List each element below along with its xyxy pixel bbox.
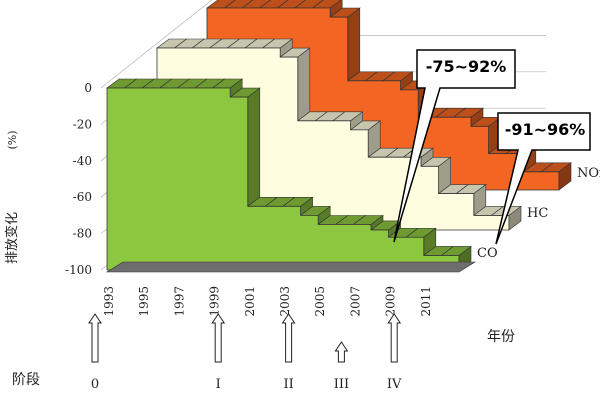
y-tick-label: -40 — [73, 154, 92, 168]
stage-arrow — [88, 313, 102, 363]
callouts: -75~92% -91~96% — [393, 49, 591, 245]
x-tick-label: 2009 — [384, 286, 398, 317]
stage-arrow — [281, 313, 296, 363]
stage-arrow — [387, 313, 402, 363]
x-tick-label: 2005 — [313, 286, 327, 317]
ribbon-end-cap — [558, 162, 572, 191]
stage-arrow — [211, 313, 226, 363]
x-tick-label: 2001 — [243, 286, 257, 317]
y-tick-label: -100 — [65, 263, 92, 277]
y-axis-label: 排放变化 — [4, 212, 20, 264]
stage-row-label: 阶段 — [12, 372, 40, 388]
y-tick-label: -60 — [73, 190, 92, 204]
series-ribbons — [106, 0, 572, 271]
y-axis-unit: (%) — [6, 130, 19, 149]
x-tick-label: 1995 — [137, 286, 151, 317]
callout-box-1: -75~92% — [393, 49, 516, 243]
x-tick-label: 2011 — [419, 286, 433, 317]
y-tick-label: -20 — [73, 117, 92, 131]
grid-line-diag — [100, 0, 213, 89]
stage-label: IV — [387, 377, 402, 392]
ribbon-end-cap — [508, 205, 522, 231]
ribbon-co — [106, 78, 472, 271]
series-label-co: CO — [477, 246, 498, 261]
x-tick-label: 1993 — [102, 286, 116, 317]
y-tick-label: -80 — [73, 227, 92, 241]
callout-text-1: -75~92% — [426, 57, 507, 76]
floor-strip — [105, 261, 477, 273]
tick-labels: 0 -20 -40 -60 -80 -100 1993 1995 1997 1999 2001 200… — [65, 81, 433, 317]
x-axis-label: 年份 — [487, 329, 515, 345]
callout-text-2: -91~96% — [505, 120, 586, 139]
y-tick-label: 0 — [84, 81, 92, 95]
ribbon-edge-segment — [297, 47, 311, 122]
x-tick-label: 1997 — [172, 286, 186, 317]
series-labels: NOx HC CO — [477, 166, 600, 261]
series-label-nox: NOx — [577, 166, 600, 181]
ribbon-face-co — [106, 87, 460, 271]
stage-label: II — [283, 377, 293, 392]
x-tick-label: 2007 — [348, 286, 362, 317]
stage-label: III — [334, 377, 349, 392]
floor-band — [105, 261, 477, 273]
ribbon-edge-segment — [347, 7, 361, 82]
x-tick-label: 1999 — [208, 286, 222, 317]
ribbon-edge-segment — [247, 87, 261, 207]
x-tick-label: 2003 — [278, 286, 292, 317]
stage-markers: 0 I II III IV — [88, 313, 402, 392]
callout-box-2: -91~96% — [495, 112, 591, 245]
stage-label: I — [216, 377, 221, 392]
axes: 排放变化 (%) 年份 阶段 — [4, 130, 515, 388]
stage-arrow — [334, 341, 349, 363]
stage-label: 0 — [91, 377, 99, 392]
series-label-hc: HC — [527, 206, 548, 221]
